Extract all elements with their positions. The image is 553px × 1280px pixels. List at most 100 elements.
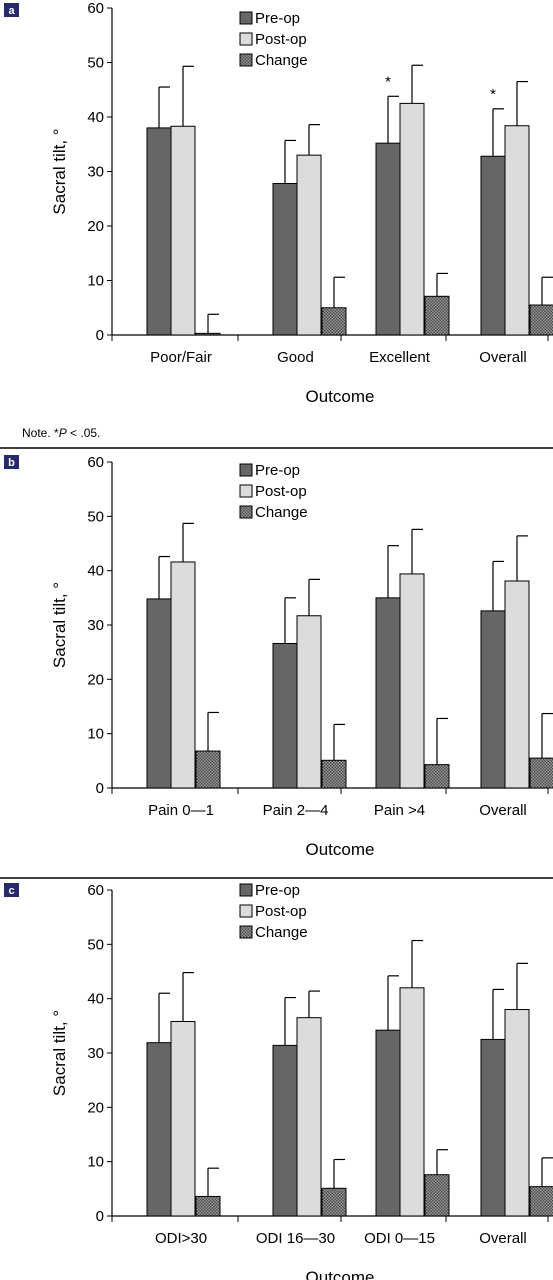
legend-swatch [239,505,253,519]
bar-post-op-3 [504,1009,530,1217]
legend-label: Post-op [255,903,307,920]
bar-post-op-0 [170,1020,196,1217]
y-tick-label: 40 [87,109,104,126]
x-category-label: ODI>30 [155,1230,207,1247]
y-axis-label: Sacral tilt, ° [50,582,69,668]
y-tick-label: 10 [87,726,104,743]
bar-change-3 [529,304,553,336]
legend-label: Pre-op [255,10,300,27]
legend-label: Post-op [255,483,307,500]
x-category-label: ODI 0—15 [364,1230,435,1247]
bar-post-op-3 [504,580,530,789]
x-category-label: Overall [479,349,527,366]
legend-label: Pre-op [255,462,300,479]
bar-pre-op-2 [375,1029,401,1217]
legend-label: Pre-op [255,882,300,899]
bar-post-op-1 [296,1017,322,1217]
x-category-label: Pain 2—4 [263,802,329,819]
bar-pre-op-3 [480,155,506,336]
y-tick-label: 0 [96,1208,104,1225]
bar-post-op-2 [399,987,425,1217]
y-tick-label: 30 [87,164,104,181]
y-tick-label: 40 [87,563,104,580]
bar-pre-op-3 [480,1038,506,1217]
bar-pre-op-0 [146,127,172,336]
panel-tag-box [4,883,19,897]
significance-star: * [385,73,391,90]
y-tick-label: 10 [87,1154,104,1171]
legend-swatch [239,904,253,918]
panel-tag-box [4,3,19,17]
bar-pre-op-1 [272,1044,298,1217]
bar-post-op-3 [504,125,530,336]
bar-pre-op-2 [375,597,401,789]
legend-swatch [239,484,253,498]
y-axis-label: Sacral tilt, ° [50,1010,69,1096]
y-tick-label: 30 [87,1045,104,1062]
y-tick-label: 0 [96,780,104,797]
y-tick-label: 20 [87,218,104,235]
x-category-label: Pain 0—1 [148,802,214,819]
y-tick-label: 60 [87,882,104,899]
y-tick-label: 50 [87,508,104,525]
bar-pre-op-0 [146,598,172,789]
bar-post-op-1 [296,154,322,336]
panel-tag-box [4,455,19,469]
y-tick-label: 50 [87,936,104,953]
x-category-label: Excellent [369,349,431,366]
x-axis-label: Outcome [306,387,375,406]
significance-note: Note. *P < .05. [22,426,100,440]
significance-star: * [490,86,496,103]
legend-swatch [239,925,253,939]
legend-swatch [239,53,253,67]
bar-pre-op-2 [375,142,401,336]
chart-panel-c: c 0 10 20 30 40 50 60 Sacral tilt, ° Outcome ODI>3… [4,882,553,1280]
x-category-label: Poor/Fair [150,349,212,366]
x-category-label: Overall [479,1230,527,1247]
panel-tag-label: c [8,885,14,897]
x-category-label: Overall [479,802,527,819]
y-tick-label: 0 [96,327,104,344]
x-axis-label: Outcome [306,840,375,859]
legend-label: Change [255,924,308,941]
bar-pre-op-1 [272,642,298,789]
x-category-label: Good [277,349,314,366]
bar-pre-op-1 [272,182,298,336]
bar-pre-op-3 [480,610,506,789]
bar-change-1 [321,759,347,789]
bar-change-0 [195,1195,221,1217]
y-tick-label: 10 [87,273,104,290]
panel-tag-label: a [8,5,15,17]
x-category-label: Pain >4 [374,802,425,819]
bar-post-op-0 [170,561,196,789]
y-tick-label: 60 [87,454,104,471]
y-axis-label: Sacral tilt, ° [50,128,69,214]
chart-panel-a: a 0 10 20 30 40 50 60 Sacral tilt, ° Outcome Poor/… [4,0,553,406]
legend-swatch [239,463,253,477]
panel-tag-label: b [8,457,15,469]
bar-post-op-1 [296,615,322,789]
bar-post-op-0 [170,125,196,336]
bar-change-1 [321,307,347,336]
bar-change-1 [321,1187,347,1217]
bar-pre-op-0 [146,1042,172,1217]
legend-label: Change [255,52,308,69]
y-tick-label: 30 [87,617,104,634]
legend-label: Post-op [255,31,307,48]
y-tick-label: 20 [87,1099,104,1116]
legend-swatch [239,883,253,897]
bar-change-0 [195,750,221,789]
y-tick-label: 60 [87,0,104,17]
y-tick-label: 20 [87,671,104,688]
y-tick-label: 40 [87,991,104,1008]
x-axis-label: Outcome [306,1268,375,1280]
bar-change-2 [424,764,450,789]
bar-change-2 [424,1174,450,1217]
bar-change-3 [529,757,553,789]
legend-swatch [239,32,253,46]
y-tick-label: 50 [87,55,104,72]
bar-change-2 [424,295,450,336]
bar-change-0 [195,332,221,336]
bar-post-op-2 [399,573,425,789]
